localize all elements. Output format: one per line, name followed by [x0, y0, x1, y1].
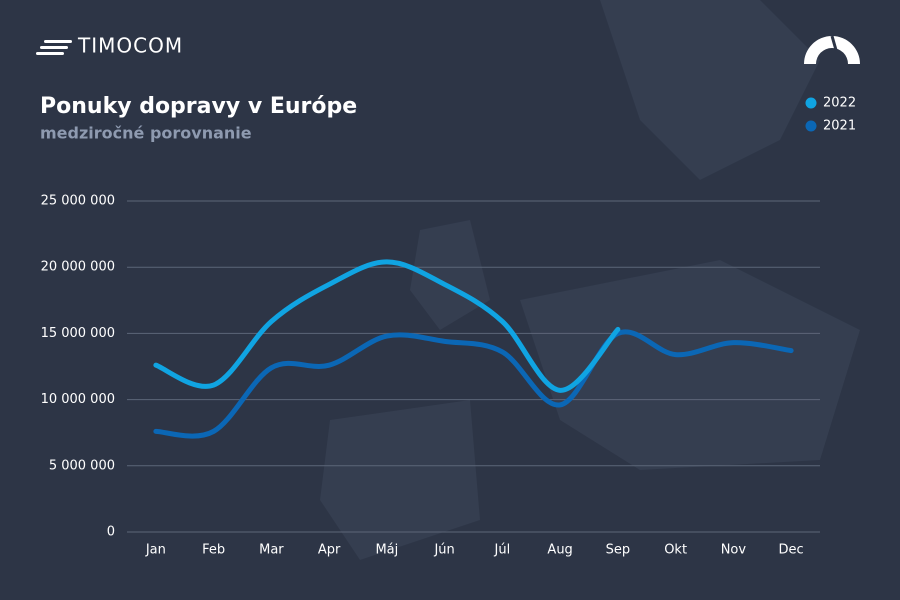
y-tick-label: 5 000 000 [49, 458, 115, 473]
x-tick-label: Feb [202, 543, 225, 558]
x-tick-label: Júl [494, 543, 511, 558]
x-tick-label: Mar [259, 543, 284, 558]
map-decoration [320, 0, 860, 560]
x-tick-label: Nov [721, 543, 747, 558]
legend-label: 2022 [823, 96, 856, 111]
x-tick-label: Aug [547, 543, 572, 558]
brand-logo [36, 40, 72, 55]
gauge-icon [804, 35, 860, 64]
legend-swatch [805, 97, 817, 109]
y-tick-label: 10 000 000 [41, 392, 115, 407]
series-line [153, 329, 794, 439]
legend-label: 2021 [823, 119, 856, 134]
y-tick-label: 0 [107, 525, 115, 540]
chart-subtitle: medziročné porovnanie [40, 124, 252, 143]
y-tick-label: 25 000 000 [41, 194, 115, 209]
x-tick-label: Jan [145, 543, 166, 558]
legend-swatch [805, 120, 817, 132]
chart-title: Ponuky dopravy v Európe [40, 94, 357, 119]
x-tick-label: Jún [433, 543, 454, 558]
x-tick-label: Okt [664, 543, 687, 558]
y-tick-label: 20 000 000 [41, 260, 115, 275]
series-line [153, 259, 621, 393]
x-tick-label: Sep [606, 543, 631, 558]
brand-name: TIMOCOM [77, 34, 183, 58]
x-tick-label: Dec [779, 543, 804, 558]
y-tick-label: 15 000 000 [41, 326, 115, 341]
x-tick-label: Máj [375, 543, 398, 558]
x-tick-label: Apr [318, 543, 341, 558]
